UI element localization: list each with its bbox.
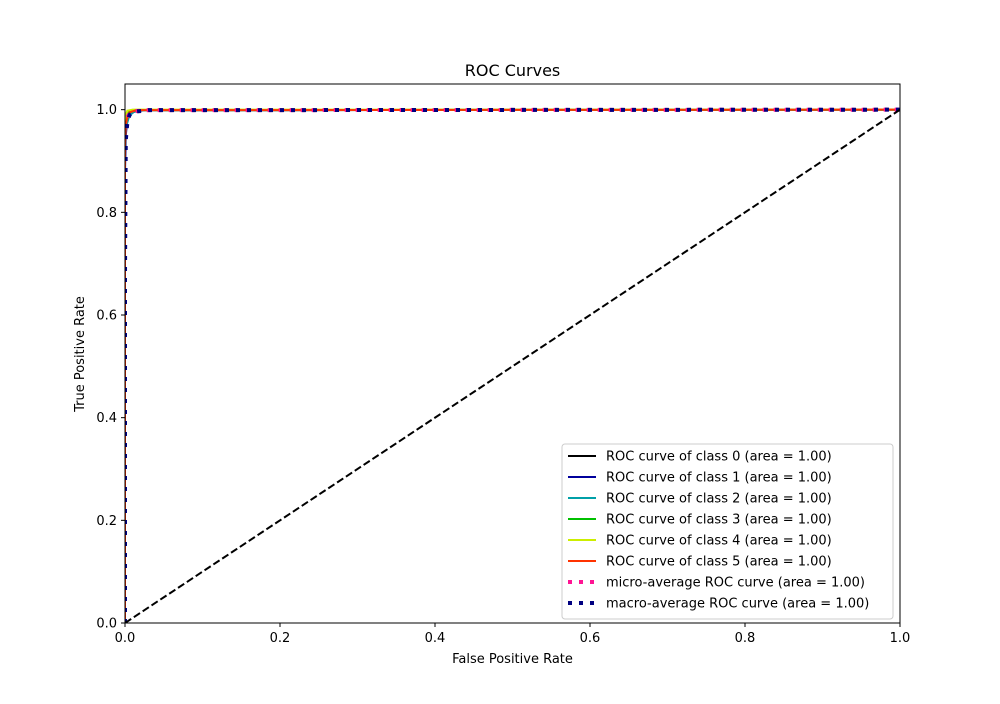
legend-entry: ROC curve of class 3 (area = 1.00) (606, 513, 832, 528)
axes-frame (124, 83, 901, 624)
legend-entry: ROC curve of class 5 (area = 1.00) (606, 555, 832, 570)
y-tick-label: 0.2 (96, 514, 117, 529)
legend-entry: ROC curve of class 1 (area = 1.00) (606, 471, 832, 486)
legend-entry: ROC curve of class 0 (area = 1.00) (606, 450, 832, 465)
y-tick-label: 1.0 (96, 103, 117, 118)
y-axis-label: True Positive Rate (73, 296, 88, 413)
y-tick-label: 0.0 (96, 617, 117, 632)
x-tick-label: 0.4 (425, 631, 446, 646)
axes: 0.0 0.2 0.4 0.6 0.8 1.0 0.0 0.2 0.4 0.6 0.8 1.0 (96, 83, 911, 646)
x-tick-label: 0.6 (580, 631, 601, 646)
x-tick-label: 0.0 (115, 631, 136, 646)
legend-entry: ROC curve of class 4 (area = 1.00) (606, 534, 832, 549)
y-tick-label: 0.4 (96, 411, 117, 426)
legend-entry: micro-average ROC curve (area = 1.00) (606, 576, 865, 591)
chart-title: ROC Curves (465, 61, 561, 80)
y-tick-label: 0.6 (96, 309, 117, 324)
x-tick-label: 1.0 (890, 631, 911, 646)
x-axis-label: False Positive Rate (452, 652, 573, 667)
y-tick-label: 0.8 (96, 206, 117, 221)
x-tick-label: 0.2 (270, 631, 291, 646)
chance-diagonal-line (125, 108, 900, 623)
legend-entry: ROC curve of class 2 (area = 1.00) (606, 492, 832, 507)
legend-entry: macro-average ROC curve (area = 1.00) (606, 597, 869, 612)
x-tick-label: 0.8 (735, 631, 756, 646)
legend: ROC curve of class 0 (area = 1.00) ROC cu… (561, 443, 894, 620)
legend-box (561, 443, 894, 620)
